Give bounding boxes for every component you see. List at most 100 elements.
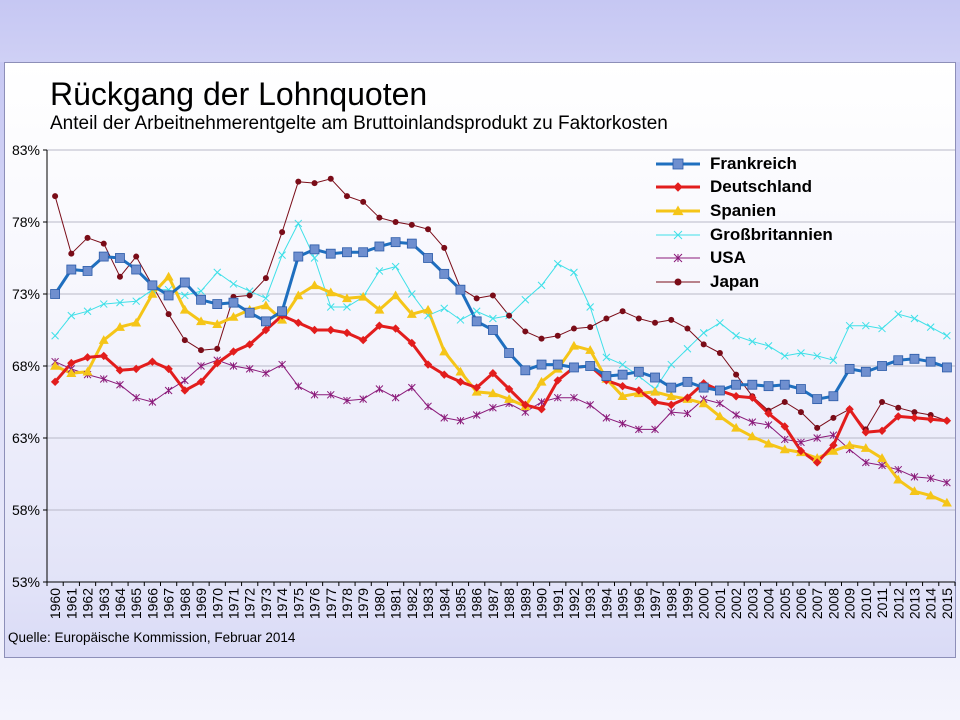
data-point [861, 458, 870, 467]
data-point [407, 338, 417, 348]
data-point [261, 325, 271, 335]
x-tick-label: 1999 [679, 588, 695, 619]
x-tick-label: 1963 [96, 588, 112, 619]
data-point [376, 214, 383, 221]
data-point [390, 237, 401, 248]
data-point [50, 361, 61, 370]
x-tick-label: 1985 [452, 588, 468, 619]
data-point [617, 369, 628, 380]
legend-item: Deutschland [652, 176, 852, 200]
x-tick-label: 1995 [615, 588, 631, 619]
data-point [861, 321, 870, 330]
data-point [180, 291, 189, 300]
data-point [391, 324, 400, 333]
data-point [423, 304, 434, 314]
data-point [650, 397, 660, 407]
data-point [536, 376, 547, 386]
data-point [165, 311, 172, 318]
data-point [488, 369, 498, 378]
data-point [780, 352, 789, 360]
data-point [844, 363, 855, 374]
x-tick-label: 1992 [566, 588, 582, 619]
data-point [99, 351, 108, 361]
data-point [440, 413, 449, 422]
x-tick-label: 2015 [939, 588, 955, 619]
data-point [926, 323, 935, 331]
data-point [68, 250, 75, 257]
x-tick-label: 2006 [793, 588, 809, 619]
data-point [293, 251, 304, 262]
data-point [683, 409, 692, 418]
data-point [360, 198, 367, 205]
data-point [568, 340, 579, 350]
data-point [214, 345, 221, 352]
data-point [148, 357, 157, 366]
legend-label: USA [710, 248, 746, 268]
x-tick-label: 1962 [80, 588, 96, 619]
data-point [50, 377, 60, 387]
data-point [98, 251, 109, 262]
data-point [164, 386, 173, 395]
data-point [698, 398, 709, 408]
legend-item: Frankreich [652, 152, 852, 176]
x-tick-label: 1998 [663, 588, 679, 619]
data-point [733, 371, 740, 378]
x-tick-label: 1976 [307, 588, 323, 619]
data-point [504, 348, 515, 358]
data-point [570, 268, 578, 277]
data-point [198, 347, 205, 354]
data-point [652, 319, 659, 326]
data-point [553, 259, 562, 268]
x-tick-label: 1977 [323, 588, 339, 619]
x-tick-label: 1981 [388, 588, 404, 619]
x-tick-label: 1964 [112, 588, 128, 619]
data-point [812, 394, 823, 405]
data-point [392, 219, 399, 225]
data-point [504, 384, 514, 394]
data-point [83, 353, 92, 362]
legend: Frankreich Deutschland Spanien Großbritanni… [652, 152, 852, 294]
x-tick-label: 2008 [825, 588, 841, 619]
data-point [699, 329, 708, 337]
data-point [618, 360, 627, 369]
data-point [472, 411, 481, 419]
data-point [764, 409, 773, 418]
data-point [326, 325, 335, 335]
data-point [489, 292, 496, 299]
data-point [585, 345, 596, 354]
x-tick-label: 2011 [874, 588, 890, 618]
data-point [423, 253, 433, 263]
x-tick-label: 1966 [144, 588, 160, 619]
data-point [440, 304, 449, 313]
data-point [747, 431, 758, 441]
y-tick-label: 53% [12, 574, 40, 590]
x-tick-label: 2009 [842, 588, 858, 619]
data-point [909, 353, 920, 364]
source-note: Quelle: Europäische Kommission, Februar … [8, 630, 296, 645]
data-point [747, 379, 758, 390]
data-point [456, 377, 465, 387]
data-point [925, 356, 936, 367]
data-point [830, 414, 837, 421]
data-point [894, 310, 903, 319]
data-point [666, 382, 677, 393]
data-point [245, 287, 254, 295]
data-point [910, 314, 919, 323]
data-point [829, 441, 838, 450]
data-point [424, 402, 432, 411]
data-point [487, 388, 498, 398]
data-point [245, 340, 254, 349]
legend-label: Deutschland [710, 177, 813, 197]
data-point [180, 376, 189, 385]
data-point [407, 290, 416, 298]
data-point [295, 178, 302, 185]
data-point [262, 294, 270, 303]
y-tick-label: 58% [12, 502, 40, 518]
data-point [618, 419, 627, 428]
x-tick-label: 1971 [225, 588, 241, 619]
data-point [520, 365, 531, 376]
data-point [51, 331, 59, 340]
x-tick-label: 1961 [63, 588, 79, 619]
legend-label: Spanien [710, 200, 777, 220]
x-tick-label: 2003 [744, 588, 760, 619]
